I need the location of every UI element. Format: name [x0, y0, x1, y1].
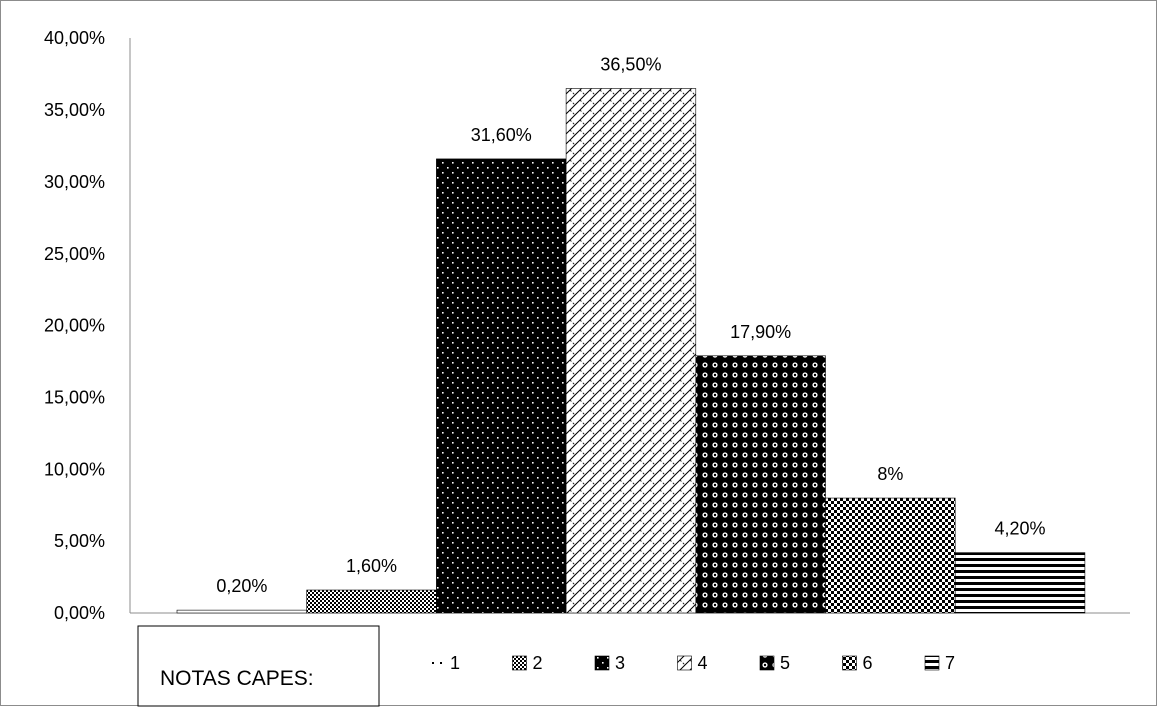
y-tick-label: 15,00% — [44, 387, 105, 407]
data-labels: 0,20% 1,60% 31,60% 36,50% 17,90% 8% 4,20% — [216, 54, 1045, 596]
data-label-5: 17,90% — [730, 322, 791, 342]
legend-swatch-6 — [842, 655, 857, 671]
legend-title-box — [137, 625, 380, 707]
legend-swatch-2 — [512, 655, 527, 671]
legend-label-3: 3 — [615, 653, 625, 673]
bar-5 — [695, 355, 826, 614]
legend-label-5: 5 — [780, 653, 790, 673]
data-label-2: 1,60% — [346, 556, 397, 576]
data-label-3: 31,60% — [471, 125, 532, 145]
legend-label-6: 6 — [863, 653, 873, 673]
legend-label-2: 2 — [533, 653, 543, 673]
bar-series — [176, 88, 1086, 614]
data-label-1: 0,20% — [216, 576, 267, 596]
y-tick-label: 30,00% — [44, 172, 105, 192]
legend-label-1: 1 — [450, 653, 460, 673]
legend-swatch-7 — [924, 655, 940, 671]
y-tick-label: 10,00% — [44, 459, 105, 479]
y-axis-tick-labels: 0,00% 5,00% 10,00% 15,00% 20,00% 25,00% 30,00%… — [44, 28, 105, 623]
legend-label-7: 7 — [945, 653, 955, 673]
bar-3 — [436, 158, 567, 614]
data-label-7: 4,20% — [995, 519, 1046, 539]
y-tick-label: 0,00% — [54, 603, 105, 623]
legend-swatch-4 — [677, 655, 692, 671]
bar-1 — [176, 609, 307, 614]
bar-4 — [565, 88, 697, 614]
y-tick-label: 5,00% — [54, 531, 105, 551]
legend: NOTAS CAPES: 1 2 3 4 5 6 7 — [137, 625, 955, 707]
y-tick-label: 35,00% — [44, 100, 105, 120]
legend-entries: 1 2 3 4 5 6 7 — [430, 653, 955, 673]
legend-swatch-1 — [430, 656, 444, 670]
legend-label-4: 4 — [698, 653, 708, 673]
bar-2 — [306, 589, 437, 614]
y-tick-label: 20,00% — [44, 316, 105, 336]
y-tick-label: 40,00% — [44, 28, 105, 48]
data-label-4: 36,50% — [600, 54, 661, 74]
bar-6 — [825, 497, 956, 614]
legend-swatch-3 — [594, 655, 610, 671]
bar-7 — [954, 552, 1086, 614]
legend-swatch-5 — [759, 655, 775, 671]
y-tick-label: 25,00% — [44, 244, 105, 264]
legend-title: NOTAS CAPES: — [160, 667, 314, 690]
data-label-6: 8% — [877, 464, 903, 484]
